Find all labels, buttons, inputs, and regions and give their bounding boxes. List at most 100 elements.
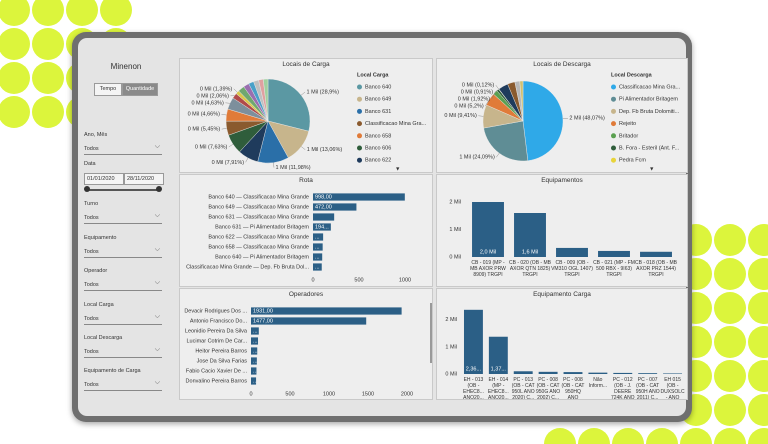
y-tick-label: Banco 658 — Classificacao Mina Grande <box>208 244 309 250</box>
y-tick-label: Banco 640 — Pi Alimentador Britagem <box>215 254 309 260</box>
pie-slice <box>263 78 269 122</box>
legend-title: Local Carga <box>357 72 389 78</box>
y-tick-label: Banco 649 — Classificacao Mina Grande <box>208 204 309 210</box>
decor-dot <box>714 258 746 290</box>
leader-line <box>301 146 306 150</box>
decor-dot <box>32 96 64 128</box>
legend-swatch <box>357 108 362 114</box>
leader-line <box>495 85 499 90</box>
value-label: 2,0 Mil <box>480 249 496 255</box>
chart-panel: Equipamento Carga 0 Mil 1 Mil 2 Mil 2,36... 1… <box>436 288 688 400</box>
decor-dot <box>714 360 746 392</box>
bar <box>514 213 546 257</box>
bar <box>563 372 583 374</box>
legend-label: Rejeito <box>619 121 636 127</box>
x-tick-label: PC - 008 (OB - CAT 950HQ ANO 2012) C... <box>561 377 585 400</box>
value-label: 1,6 Mil <box>522 249 538 255</box>
value-label: ... <box>253 328 258 334</box>
bar <box>313 223 331 231</box>
legend-swatch <box>611 133 616 139</box>
decor-dot <box>748 292 768 324</box>
y-tick-label: Devacir Rodrigues Dos ... <box>184 308 247 314</box>
legend-scroll: ▼ <box>395 166 400 172</box>
chart-title: Locais de Descarga <box>533 61 591 68</box>
y-tick-label: Classificacao Mina Grande — Dep. Fb Brut… <box>186 264 309 270</box>
value-label: 998,00 <box>315 194 332 200</box>
decor-dot <box>714 428 746 444</box>
bar <box>251 347 258 355</box>
y-tick-label: Heitor Pereira Barros <box>195 348 247 354</box>
pie-slice <box>483 120 529 162</box>
slice-label: 0 Mil (4,66%) <box>188 112 221 118</box>
y-tick-label: 0 Mil <box>449 254 461 260</box>
legend-label: Pedra Fcm <box>619 158 646 164</box>
slider-handle[interactable] <box>156 186 162 192</box>
bar <box>663 373 683 374</box>
value-label: ... <box>253 368 258 374</box>
toggle-button[interactable]: Quantidade <box>122 83 158 96</box>
decor-dot <box>748 326 768 358</box>
slice-label: 0 Mil (0,12%) <box>462 83 495 89</box>
slider-handle[interactable] <box>84 186 90 192</box>
dropdown[interactable]: Todos <box>84 245 162 258</box>
legend-label: Banco 640 <box>365 84 391 90</box>
bar <box>251 317 367 325</box>
value-label: 1477,00 <box>253 318 273 324</box>
chart: Devacir Rodrigues Dos ... 1931,00 Antonio … <box>184 303 432 397</box>
y-tick-label: Banco 622 — Classificacao Mina Grande <box>208 234 309 240</box>
legend-swatch <box>357 96 362 102</box>
bar <box>313 193 405 201</box>
legend-swatch <box>611 84 616 90</box>
pie-slice <box>522 80 564 161</box>
decor-dot <box>748 258 768 290</box>
x-tick-label: 1500 <box>362 391 374 397</box>
x-tick-label: PC - 007 (OB - CAT 950H ANO 2011) C... <box>635 377 660 400</box>
scrollbar <box>430 303 432 363</box>
bar <box>556 247 588 257</box>
dropdown[interactable]: Todos <box>84 345 162 358</box>
x-tick-label: 2000 <box>401 391 413 397</box>
legend-label: Pi Alimentador Britagem <box>619 97 678 103</box>
dropdown[interactable]: Todos <box>84 211 162 224</box>
date-slider[interactable] <box>86 189 160 191</box>
bar <box>313 243 323 251</box>
chart-panel: Locais de Carga 1 Mil (28,9%) 1 Mil (13,06… <box>179 58 433 173</box>
filter-label: Equipamento de Carga <box>84 368 141 374</box>
filter-label: Local Carga <box>84 302 114 308</box>
bar <box>313 263 322 271</box>
x-tick-label: 0 <box>249 391 252 397</box>
decor-dot <box>0 0 30 26</box>
date-input[interactable]: 28/11/2020 <box>124 173 164 185</box>
slice-label: 0 Mil (0,91%) <box>461 90 494 96</box>
date-input[interactable]: 01/01/2020 <box>84 173 124 185</box>
dropdown[interactable]: Todos <box>84 378 162 391</box>
y-tick-label: 2 Mil <box>445 317 457 323</box>
value-label: ... <box>315 254 320 260</box>
legend-label: Classificacao Mina Gra... <box>365 121 427 127</box>
dropdown[interactable]: Todos <box>84 278 162 291</box>
slice-label: 1 Mil (11,98%) <box>275 165 310 171</box>
slice-label: 0 Mil (1,92%) <box>458 97 491 103</box>
leader-line <box>494 89 498 93</box>
x-tick-label: CB - 009 (OB - VM310 OGL 1407) TRGPI <box>551 260 593 278</box>
x-tick-label: 0 <box>311 277 314 283</box>
bar <box>472 202 504 257</box>
leader-line <box>496 153 500 158</box>
bar <box>251 377 257 385</box>
dropdown[interactable]: Todos <box>84 142 162 155</box>
legend-title: Local Descarga <box>611 72 653 78</box>
toggle-button[interactable]: Tempo <box>94 83 122 96</box>
y-tick-label: Antonio Francisco Do... <box>190 318 248 324</box>
y-tick-label: Banco 640 — Classificacao Mina Grande <box>208 194 309 200</box>
x-tick-label: 1000 <box>399 277 411 283</box>
decor-dot <box>0 96 30 128</box>
dropdown[interactable]: Todos <box>84 312 162 325</box>
decor-dot <box>714 326 746 358</box>
slice-label: 2 Mil (48,07%) <box>569 116 605 122</box>
value-label: 194... <box>315 224 329 230</box>
value-label: ... <box>315 264 320 270</box>
y-tick-label: Lucimar Cotrim De Car... <box>186 338 247 344</box>
leader-line <box>221 128 227 130</box>
